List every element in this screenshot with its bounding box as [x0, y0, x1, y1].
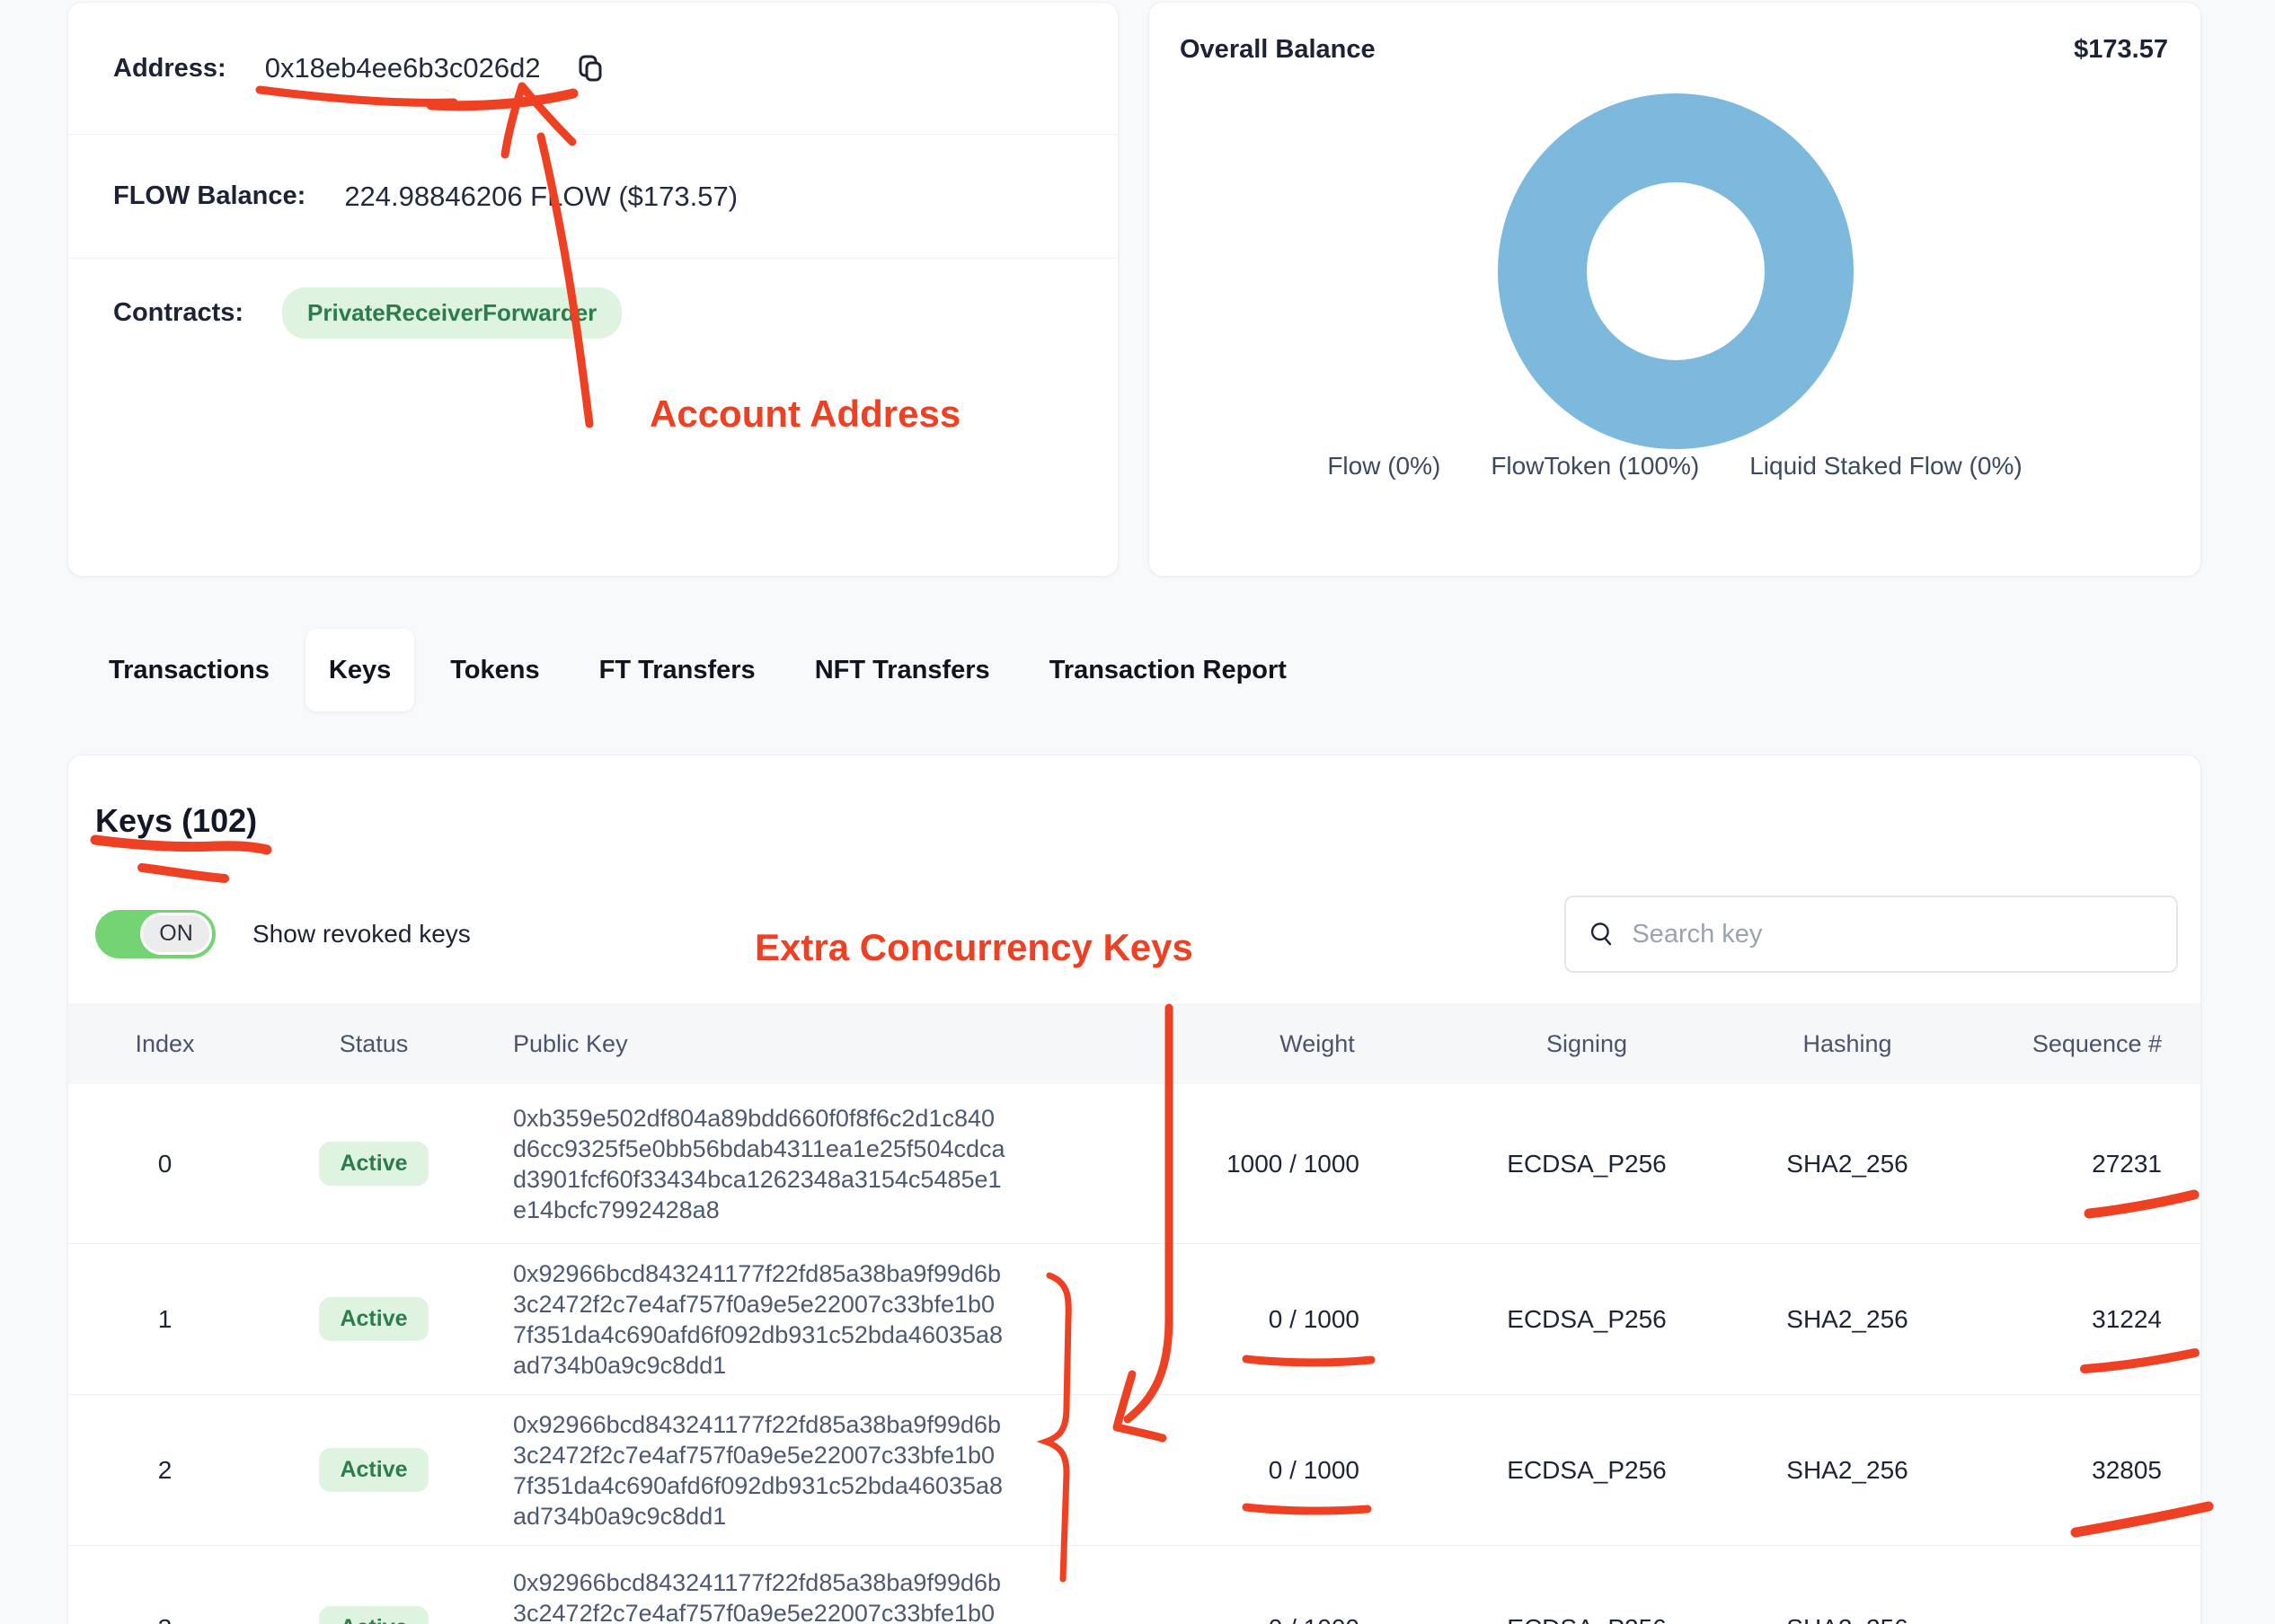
public-key-value: 0x92966bcd843241177f22fd85a38ba9f99d6b3c…	[513, 1259, 1004, 1379]
key-signing: ECDSA_P256	[1438, 1614, 1735, 1624]
donut-label-liquid-staked: Liquid Staked Flow (0%)	[1749, 452, 2023, 480]
public-key-value: 0x92966bcd843241177f22fd85a38ba9f99d6b3c…	[513, 1568, 1002, 1624]
key-search-box[interactable]	[1564, 896, 2178, 973]
key-signing: ECDSA_P256	[1507, 1455, 1667, 1484]
search-icon	[1590, 922, 1612, 946]
flow-balance-label: FLOW Balance:	[113, 181, 306, 210]
address-value: 0x18eb4ee6b3c026d2	[264, 52, 541, 84]
show-revoked-toggle[interactable]: ON	[95, 910, 216, 958]
tab-tokens[interactable]: Tokens	[450, 655, 540, 684]
contracts-row: Contracts: PrivateReceiverForwarder	[68, 259, 1118, 366]
overall-balance-total: $173.57	[2074, 35, 2168, 64]
address-row: Address: 0x18eb4ee6b3c026d2	[68, 3, 1118, 135]
status-badge: Active	[319, 1448, 429, 1492]
key-weight: 0 / 1000	[1196, 1614, 1438, 1624]
col-weight: Weight	[1279, 1029, 1355, 1057]
keys-table: Index Status Public Key Weight Signing H…	[68, 1003, 2200, 1624]
account-tabs: Transactions Keys Tokens FT Transfers NF…	[67, 629, 1310, 711]
table-row: 1 Active 0x92966bcd843241177f22fd85a38ba…	[68, 1244, 2200, 1395]
donut-ring	[1498, 93, 1854, 449]
col-status: Status	[339, 1029, 409, 1057]
overall-balance-title: Overall Balance	[1180, 35, 1376, 64]
status-badge: Active	[319, 1606, 429, 1624]
key-hashing: SHA2_256	[1786, 1304, 1908, 1333]
key-index: 0	[157, 1149, 173, 1178]
address-label: Address:	[113, 53, 226, 83]
copy-icon	[579, 55, 602, 82]
col-hashing: Hashing	[1802, 1029, 1892, 1057]
keys-count-heading: Keys (102)	[95, 802, 258, 839]
public-key-value: 0x92966bcd843241177f22fd85a38ba9f99d6b3c…	[513, 1410, 1004, 1530]
key-sequence: 32805	[2092, 1455, 2162, 1484]
key-signing: ECDSA_P256	[1507, 1149, 1667, 1178]
table-row: 2 Active 0x92966bcd843241177f22fd85a38ba…	[68, 1395, 2200, 1546]
public-key-value: 0xb359e502df804a89bdd660f0f8f6c2d1c840d6…	[513, 1104, 1005, 1223]
show-revoked-label: Show revoked keys	[252, 920, 471, 948]
key-sequence: 31224	[2092, 1304, 2162, 1333]
col-signing: Signing	[1545, 1029, 1628, 1057]
col-index: Index	[135, 1029, 195, 1057]
tab-ft-transfers[interactable]: FT Transfers	[598, 655, 756, 684]
key-hashing: SHA2_256	[1786, 1455, 1908, 1484]
contracts-label: Contracts:	[113, 297, 244, 327]
status-badge: Active	[319, 1297, 429, 1341]
contract-badge[interactable]: PrivateReceiverForwarder	[282, 287, 623, 339]
status-badge: Active	[319, 1142, 429, 1186]
key-search-input[interactable]	[1632, 919, 2155, 949]
donut-label-flowtoken: FlowToken (100%)	[1491, 452, 1700, 480]
flow-balance-row: FLOW Balance: 224.98846206 FLOW ($173.57…	[68, 135, 1118, 259]
key-sequence: 27231	[2092, 1149, 2162, 1178]
key-index: 1	[157, 1304, 173, 1333]
key-signing: ECDSA_P256	[1507, 1304, 1667, 1333]
keys-table-header: Index Status Public Key Weight Signing H…	[68, 1003, 2200, 1084]
account-info-card: Address: 0x18eb4ee6b3c026d2 FLOW Balance…	[67, 2, 1119, 577]
key-weight: 0 / 1000	[1268, 1455, 1359, 1484]
key-weight: 0 / 1000	[1268, 1304, 1359, 1333]
key-index: 3	[68, 1614, 261, 1624]
key-weight: 1000 / 1000	[1226, 1149, 1359, 1178]
key-hashing: SHA2_256	[1786, 1149, 1908, 1178]
col-public-key: Public Key	[513, 1029, 628, 1057]
toggle-knob: ON	[140, 913, 212, 955]
donut-label-flow: Flow (0%)	[1327, 452, 1441, 480]
col-sequence: Sequence #	[2032, 1029, 2162, 1057]
flow-balance-value: 224.98846206 FLOW ($173.57)	[344, 180, 739, 212]
overall-balance-card: Overall Balance $173.57 Flow (0%) FlowTo…	[1148, 2, 2201, 577]
key-hashing: SHA2_256	[1735, 1614, 1960, 1624]
table-row: 0 Active 0xb359e502df804a89bdd660f0f8f6c…	[68, 1084, 2200, 1244]
tab-keys[interactable]: Keys	[305, 629, 415, 711]
copy-address-button[interactable]	[571, 49, 609, 87]
tab-transaction-report[interactable]: Transaction Report	[1049, 655, 1287, 684]
tab-nft-transfers[interactable]: NFT Transfers	[814, 655, 990, 684]
keys-panel: Keys (102) ON Show revoked keys Index St…	[67, 755, 2201, 1624]
key-index: 2	[157, 1455, 173, 1484]
tab-transactions[interactable]: Transactions	[109, 655, 270, 684]
table-row: 3 Active 0x92966bcd843241177f22fd85a38ba…	[68, 1546, 2200, 1624]
